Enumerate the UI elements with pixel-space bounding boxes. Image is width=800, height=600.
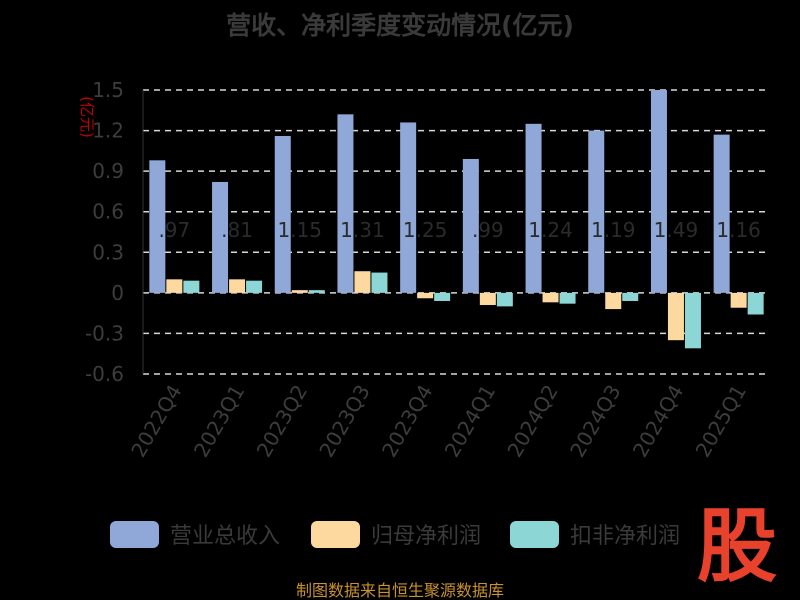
y-tick-label: 0 [111, 281, 124, 305]
bar-net-profit [605, 292, 622, 310]
y-tick-label: 0.3 [92, 240, 124, 264]
bar-revenue [525, 123, 542, 293]
bar-deducted-profit [434, 292, 451, 301]
y-axis-label: (亿元) [78, 96, 96, 138]
data-label: 1.16 [716, 218, 761, 242]
chart-title: 营收、净利季度变动情况(亿元) [226, 11, 574, 40]
y-tick-label: 0.6 [92, 200, 124, 224]
y-tick-label: -0.3 [85, 321, 124, 345]
x-tick-label: 2024Q3 [565, 381, 625, 462]
bar-deducted-profit [496, 292, 513, 307]
bar-revenue [400, 122, 417, 293]
x-tick-label: 2024Q1 [440, 381, 500, 462]
x-tick-label: 2023Q3 [314, 381, 374, 462]
x-ticks: 2022Q4 2023Q1 2023Q2 2023Q3 2023Q4 2024Q1 2024… [126, 381, 751, 462]
legend-swatch [510, 521, 559, 548]
x-tick-label: 2025Q1 [691, 381, 751, 462]
y-tick-label: -0.6 [85, 362, 124, 386]
y-tick-label: 1.5 [92, 78, 124, 102]
bar-deducted-profit [684, 292, 701, 349]
bar-revenue [588, 130, 605, 293]
bar-deducted-profit [308, 290, 325, 293]
data-label: 1.31 [340, 218, 385, 242]
bar-deducted-profit [371, 272, 388, 293]
bar-revenue [713, 134, 730, 293]
data-label: 1.49 [654, 218, 699, 242]
bar-deducted-profit [246, 280, 263, 293]
legend: 营业总收入 归母净利润 扣非净利润 [110, 521, 680, 549]
bar-net-profit [291, 290, 308, 293]
y-tick-label: 1.2 [92, 119, 124, 143]
source-note: 制图数据来自恒生聚源数据库 [296, 581, 504, 600]
bar-net-profit [542, 292, 559, 303]
data-label: .81 [221, 218, 253, 242]
x-tick-label: 2023Q2 [252, 381, 312, 462]
bar-revenue [149, 160, 166, 293]
bar-deducted-profit [747, 292, 764, 315]
bar-net-profit [229, 279, 246, 293]
bar-revenue [274, 135, 291, 293]
x-tick-label: 2024Q4 [628, 381, 688, 462]
bar-deducted-profit [622, 292, 639, 301]
data-label: 1.25 [403, 218, 448, 242]
bar-net-profit [667, 292, 684, 341]
x-tick-label: 2023Q1 [189, 381, 249, 462]
legend-swatch [311, 521, 360, 548]
legend-swatch [110, 521, 159, 548]
data-labels: .97 .81 1.15 1.31 1.25 .99 1.24 1.19 1.49 1.16 [158, 218, 760, 242]
bar-deducted-profit [183, 280, 200, 293]
bar-revenue [212, 181, 229, 293]
bar-revenue [337, 114, 354, 293]
x-tick-label: 2024Q2 [502, 381, 562, 462]
bar-net-profit [730, 292, 747, 308]
data-label: 1.15 [277, 218, 322, 242]
legend-label: 扣非净利润 [570, 524, 680, 549]
bar-revenue [462, 158, 479, 293]
bar-net-profit [166, 279, 183, 293]
x-tick-label: 2022Q4 [126, 381, 186, 462]
y-ticks: 1.5 1.2 0.9 0.6 0.3 0 -0.3 -0.6 [85, 78, 124, 386]
data-label: .99 [472, 218, 504, 242]
bar-deducted-profit [559, 292, 576, 304]
bar-net-profit [354, 271, 371, 293]
x-tick-label: 2023Q4 [377, 381, 437, 462]
legend-label: 归母净利润 [371, 524, 481, 549]
y-tick-label: 0.9 [92, 159, 124, 183]
bars [149, 90, 764, 349]
bar-net-profit [417, 292, 434, 299]
legend-label: 营业总收入 [170, 524, 280, 549]
data-label: 1.24 [528, 218, 573, 242]
logo: 股 [697, 500, 777, 593]
data-label: .97 [158, 218, 190, 242]
data-label: 1.19 [591, 218, 636, 242]
bar-net-profit [479, 292, 496, 306]
bar-revenue [650, 90, 667, 293]
